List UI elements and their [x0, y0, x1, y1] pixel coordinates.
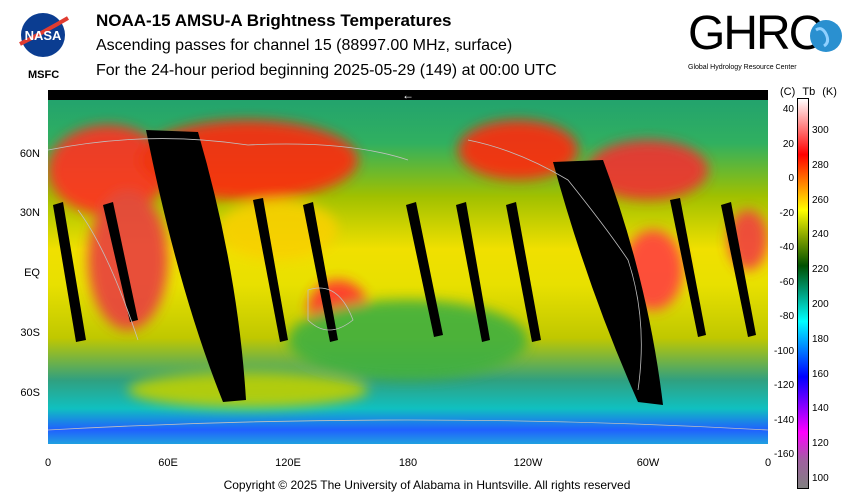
- lon-label: 180: [398, 457, 418, 469]
- svg-text:NASA: NASA: [25, 28, 62, 43]
- colorbar-celsius-tick: -140: [773, 414, 794, 426]
- brightness-temperature-map: ←: [47, 88, 769, 444]
- colorbar-celsius-tick: 0: [788, 173, 794, 184]
- date-line-arrow: ←: [402, 90, 414, 102]
- lat-label: EQ: [24, 267, 40, 279]
- ghrc-logo-subtitle: Global Hydrology Resource Center: [688, 64, 797, 71]
- chart-period: For the 24-hour period beginning 2025-05…: [96, 62, 557, 79]
- lon-label: 0: [764, 457, 772, 469]
- colorbar-kelvin-tick: 240: [812, 229, 829, 241]
- lon-label: 120E: [275, 457, 301, 469]
- colorbar-header: (C) Tb (K): [780, 86, 837, 98]
- chart-title: NOAA-15 AMSU-A Brightness Temperatures: [96, 11, 452, 30]
- lat-label: 60S: [20, 387, 40, 399]
- colorbar-kelvin-tick: 200: [812, 299, 829, 310]
- colorbar-celsius-tick: -80: [779, 311, 794, 322]
- colorbar-kelvin-tick: 220: [812, 264, 829, 276]
- lon-label: 60W: [636, 457, 660, 469]
- colorbar-celsius-tick: 20: [782, 138, 794, 150]
- lon-label: 60E: [158, 457, 178, 469]
- colorbar-celsius-unit: (C): [780, 86, 796, 98]
- ghrc-logo: GHRC Global Hydrology Resource Center: [688, 7, 848, 76]
- colorbar-celsius-tick: -40: [779, 242, 794, 253]
- copyright: Copyright © 2025 The University of Alaba…: [223, 478, 631, 492]
- msfc-label: MSFC: [28, 69, 60, 81]
- lat-label: 60N: [19, 148, 40, 160]
- colorbar-celsius-tick: -100: [773, 345, 794, 357]
- nasa-logo: NASA: [14, 10, 74, 70]
- lat-label: 30N: [19, 207, 40, 219]
- colorbar-kelvin-unit: (K): [822, 86, 837, 98]
- colorbar-kelvin-tick: 280: [812, 159, 829, 171]
- colorbar-celsius-tick: -60: [779, 276, 794, 288]
- lon-label: 120W: [513, 457, 543, 469]
- lon-label: 0: [44, 457, 52, 469]
- colorbar-celsius-tick: -120: [773, 380, 794, 391]
- colorbar-celsius-tick: 40: [782, 104, 794, 115]
- lat-label: 30S: [20, 327, 40, 339]
- colorbar-kelvin-tick: 100: [812, 473, 829, 484]
- colorbar-celsius-tick: -20: [779, 207, 794, 219]
- colorbar-kelvin-tick: 140: [812, 403, 829, 415]
- colorbar-kelvin-tick: 260: [812, 194, 829, 206]
- ghrc-logo-text: GHRC: [688, 7, 823, 60]
- colorbar-celsius-tick: -160: [773, 449, 794, 460]
- colorbar-kelvin-tick: 180: [812, 333, 829, 345]
- colorbar: [797, 98, 809, 489]
- chart-subtitle: Ascending passes for channel 15 (88997.0…: [96, 37, 513, 54]
- colorbar-kelvin-tick: 120: [812, 438, 829, 450]
- colorbar-tb-label: Tb: [802, 86, 816, 98]
- colorbar-kelvin-tick: 300: [812, 125, 829, 136]
- colorbar-kelvin-tick: 160: [812, 368, 829, 380]
